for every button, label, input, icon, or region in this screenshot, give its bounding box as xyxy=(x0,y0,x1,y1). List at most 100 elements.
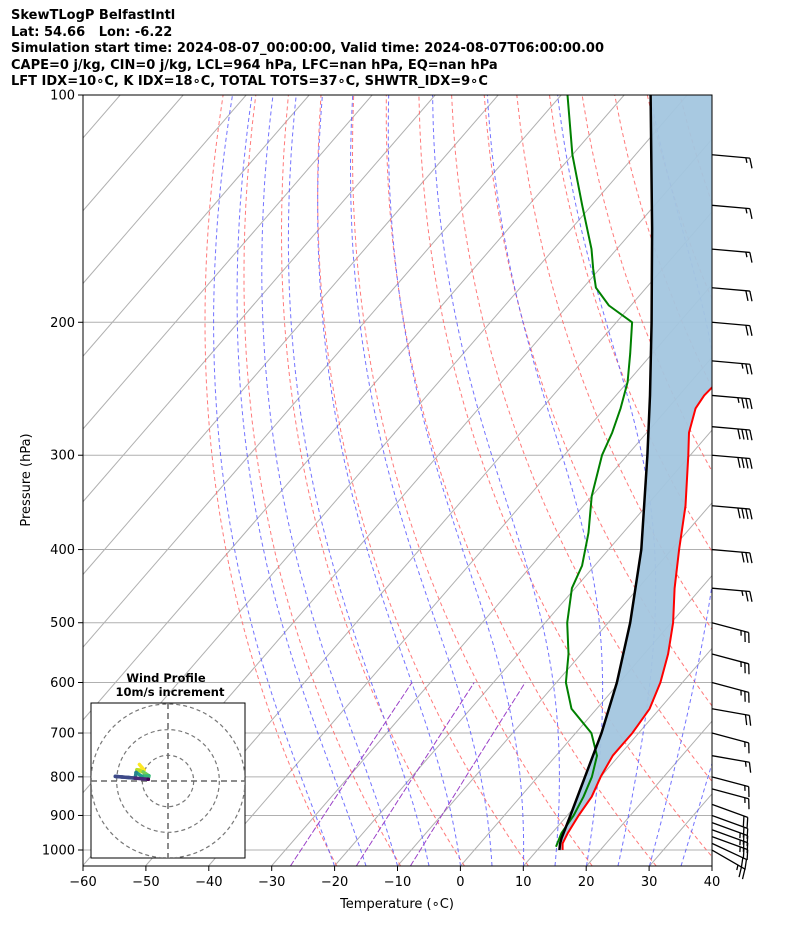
x-tick-label: −60 xyxy=(69,875,96,890)
title-line-cape: CAPE=0 j/kg, CIN=0 j/kg, LCL=964 hPa, LF… xyxy=(11,57,498,73)
wind-barb-flag xyxy=(741,868,746,880)
inset-title: Wind Profile xyxy=(126,671,206,685)
temperature-line xyxy=(561,386,712,850)
x-tick-label: 40 xyxy=(704,875,721,890)
wind-barb xyxy=(711,154,753,169)
wind-barb-half-flag xyxy=(736,864,739,871)
wind-barb-staff xyxy=(711,587,750,593)
wind-barb-flag xyxy=(740,857,744,869)
wind-barb-staff xyxy=(711,803,748,818)
wind-barb-staff xyxy=(711,248,750,254)
dewpoint-line xyxy=(555,95,634,848)
wind-barb-staff xyxy=(711,287,750,292)
y-tick-label: 100 xyxy=(50,89,75,104)
wind-barb-staff xyxy=(711,814,748,830)
wind-barb-flag xyxy=(749,325,753,336)
dry-adiabat-line xyxy=(745,95,794,866)
x-tick-label: −10 xyxy=(384,875,411,890)
title-line-station: SkewTLogP BelfastIntl xyxy=(11,8,176,23)
wind-barb-flag xyxy=(749,429,753,441)
wind-barb-flag xyxy=(749,290,753,302)
moist-adiabat-line xyxy=(649,95,712,866)
wind-barb xyxy=(711,814,749,839)
mixing-ratio-line xyxy=(355,682,475,866)
wind-barb-half-flag xyxy=(741,363,744,369)
wind-barb-flag xyxy=(741,508,745,519)
wind-barb-staff xyxy=(711,681,749,693)
dry-adiabat-line xyxy=(204,95,338,866)
y-axis-label: Pressure (hPa) xyxy=(19,433,34,526)
wind-barb-staff xyxy=(711,708,750,716)
wind-barb-flag xyxy=(745,458,749,469)
wind-barb xyxy=(711,708,752,726)
x-tick-label: −30 xyxy=(258,875,285,890)
wind-barb xyxy=(711,394,753,410)
wind-barb-flag xyxy=(741,552,745,563)
wind-barb-staff xyxy=(711,732,749,744)
wind-barb-staff xyxy=(711,548,750,554)
wind-barb-staff xyxy=(711,829,748,844)
wind-barb xyxy=(711,776,750,798)
isotherm-line xyxy=(83,95,373,430)
wind-barb-staff xyxy=(711,454,750,460)
wind-barb-staff xyxy=(711,622,749,634)
isotherm-line xyxy=(713,95,794,866)
wind-profile-inset xyxy=(90,702,246,859)
plot-area xyxy=(83,95,794,880)
wind-barb-flag xyxy=(745,552,749,563)
moist-adiabat-line xyxy=(287,95,430,866)
isotherm-line xyxy=(83,95,499,576)
wind-barb-half-flag xyxy=(741,590,744,597)
y-tick-label: 600 xyxy=(50,676,75,691)
wind-barb-flag xyxy=(748,715,752,726)
y-tick-label: 700 xyxy=(50,727,75,742)
wind-barb-flag xyxy=(746,817,749,828)
wind-barb-staff xyxy=(711,394,750,400)
isotherm-line xyxy=(83,95,625,721)
wind-barb-flag xyxy=(742,815,745,827)
moist-adiabat-line xyxy=(387,95,525,866)
isotherm-line xyxy=(334,429,712,866)
wind-barb xyxy=(711,248,753,263)
wind-barb-flag xyxy=(745,429,749,441)
wind-barb xyxy=(711,321,753,336)
wind-barb-flag xyxy=(744,859,748,870)
y-tick-label: 200 xyxy=(50,316,75,331)
dry-adiabat-line xyxy=(778,95,794,866)
wind-barb-flag xyxy=(741,429,745,440)
isotherm-line xyxy=(776,95,794,866)
wind-barb-staff xyxy=(711,204,750,210)
moist-adiabat-line xyxy=(236,95,367,866)
wind-barb-flag xyxy=(749,157,753,169)
wind-barb-flag xyxy=(737,457,741,468)
inset-clip-group xyxy=(91,703,245,858)
wind-barb xyxy=(711,204,753,219)
wind-barb-staff xyxy=(711,426,750,431)
wind-barb-flag xyxy=(744,714,748,726)
wind-barb xyxy=(711,803,749,828)
inset-subtitle: 10m/s increment xyxy=(116,685,225,699)
moist-adiabat-line xyxy=(213,95,335,866)
wind-barb-half-flag xyxy=(745,157,748,163)
wind-barb-flag xyxy=(749,252,753,263)
x-tick-label: −40 xyxy=(195,875,222,890)
y-tick-label: 800 xyxy=(50,770,75,785)
moist-adiabat-line xyxy=(261,95,398,866)
dry-adiabat-line xyxy=(317,95,529,866)
wind-barb-flag xyxy=(745,325,749,336)
wind-barb-half-flag xyxy=(744,761,747,767)
dry-adiabat-line xyxy=(713,95,794,866)
wind-barb-staff xyxy=(711,776,749,788)
wind-barb-flag xyxy=(745,398,749,409)
plot-clip-group xyxy=(83,95,794,866)
moist-adiabat-line xyxy=(432,95,560,866)
x-tick-label: 10 xyxy=(515,875,532,890)
isotherm-line xyxy=(83,95,436,503)
wind-barb-staff xyxy=(711,321,750,327)
dry-adiabat-line xyxy=(516,95,712,631)
moist-adiabat-line xyxy=(349,95,493,866)
wind-barb-flag xyxy=(749,458,753,469)
x-tick-label: −50 xyxy=(132,875,159,890)
moist-adiabat-line xyxy=(680,762,712,866)
wind-barb-flag xyxy=(745,591,749,602)
